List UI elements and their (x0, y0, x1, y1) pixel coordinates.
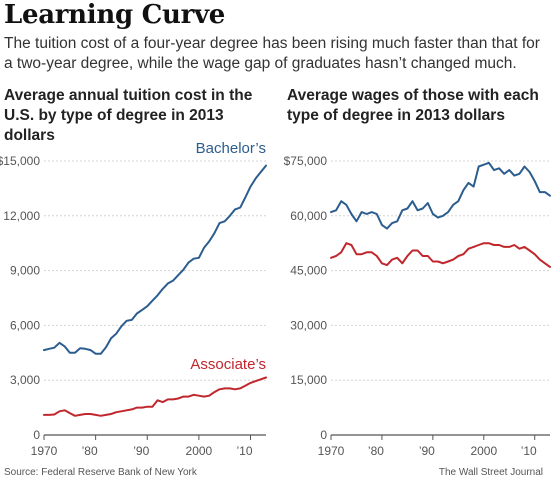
credit-note: The Wall Street Journal (438, 467, 543, 478)
wages-y-tick-label: 15,000 (290, 373, 327, 387)
headline: Learning Curve (4, 0, 226, 30)
wages-x-tick-label: 2000 (470, 444, 497, 458)
wages-x-tick-label: ’90 (419, 444, 435, 458)
tuition-series-line-1 (43, 376, 267, 417)
tuition-x-tick-label: ’10 (237, 444, 253, 458)
wages-y-tick-label: 30,000 (290, 318, 327, 332)
source-note: Source: Federal Reserve Bank of New York (4, 467, 197, 478)
tuition-x-tick-label: ’90 (133, 444, 149, 458)
tuition-y-tick-label: 9,000 (10, 264, 40, 278)
tuition-chart-title: Average annual tuition cost in the U.S. … (4, 87, 253, 144)
wages-chart-title: Average wages of those with each type of… (287, 87, 539, 124)
tuition-chart: 0 3,000 6,000 9,000 12,000 $15,000 1970 ’80 ’90 2… (0, 154, 267, 458)
wages-y-tick-label: 60,000 (290, 209, 327, 223)
tuition-y-tick-label: 3,000 (10, 373, 40, 387)
wages-x-tick-label: ’80 (368, 444, 384, 458)
tuition-x-tick-label: 2000 (186, 444, 213, 458)
wages-x-tick-label: ’10 (521, 444, 537, 458)
tuition-y-tick-label: 12,000 (3, 209, 40, 223)
tuition-x-tick-label: 1970 (31, 444, 58, 458)
associates-label: Associate’s (190, 356, 266, 373)
wages-x-tick-label: 1970 (318, 444, 345, 458)
wages-series-line-1 (330, 242, 551, 268)
wages-y-tick-label: 45,000 (290, 264, 327, 278)
tuition-y-tick-label: 0 (33, 428, 40, 442)
wages-y-tick-label: 0 (320, 428, 327, 442)
tuition-x-tick-label: ’80 (82, 444, 98, 458)
dek: The tuition cost of a four-year degree h… (4, 35, 540, 72)
bachelors-label: Bachelor’s (196, 140, 266, 157)
tuition-y-tick-label: $15,000 (0, 154, 40, 168)
wages-y-tick-label: $75,000 (284, 154, 328, 168)
tuition-y-tick-label: 6,000 (10, 318, 40, 332)
tuition-series-line-0 (43, 164, 267, 355)
wages-chart: 0 15,000 30,000 45,000 60,000 $75,000 1970 ’80 ’… (284, 154, 551, 458)
wages-series-line-0 (330, 161, 551, 230)
